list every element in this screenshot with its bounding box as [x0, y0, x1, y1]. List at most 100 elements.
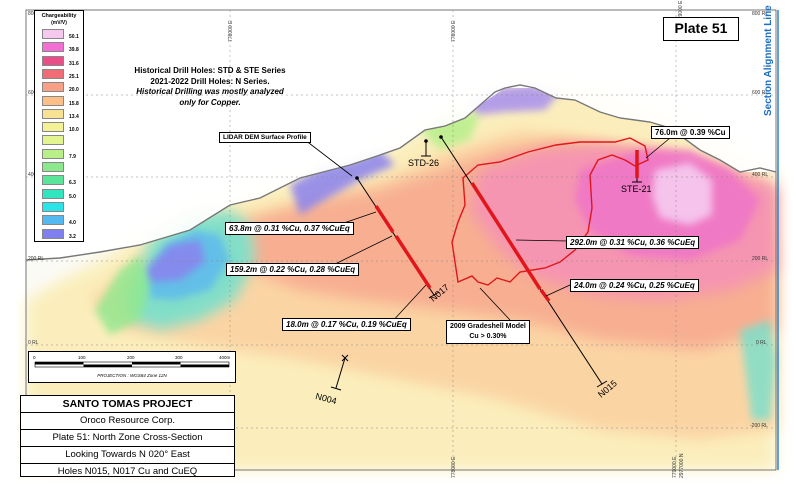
gradeshell-outline: [451, 137, 649, 286]
gradeshell-line-2: Cu > 0.30%: [469, 333, 507, 340]
legend-row: [35, 201, 83, 213]
title-company: Oroco Resource Corp.: [21, 413, 234, 430]
scale-tick-100: 100: [78, 355, 86, 360]
legend-row: 6.3: [35, 175, 83, 186]
title-line-1: Plate 51: North Zone Cross-Section: [21, 430, 234, 447]
scale-bar: 0 100 200 300 400m PROJECTION : WGS84 Zo…: [28, 351, 236, 383]
hole-n004-trace: [335, 357, 346, 389]
callout-n017-2: 159.2m @ 0.22 %Cu, 0.28 %CuEq: [226, 263, 360, 276]
legend-row: 7.9: [35, 148, 83, 160]
rl-right-0: 0 RL: [756, 340, 767, 346]
legend-value: 7.9: [69, 153, 76, 160]
rl-left-200: 200 RL: [28, 256, 45, 262]
easting-bottom-1: 778000 E: [451, 456, 457, 478]
drill-holes: [330, 135, 642, 391]
chargeability-legend: Chargeability (mV/V) 50.1 39.8 31.6 25.1 20.…: [34, 10, 84, 242]
hole-n015-end: [596, 380, 608, 388]
field-green-left: [95, 255, 150, 335]
legend-swatch: [42, 122, 64, 133]
projection-note: PROJECTION : WGS84 Zone 12N: [97, 373, 167, 378]
rl-right-200: 200 RL: [752, 256, 769, 262]
hole-std26-collar: [424, 139, 428, 143]
scale-tick-300: 300: [175, 355, 183, 360]
legend-swatch: [42, 148, 64, 159]
legend-row: 5.0: [35, 188, 83, 200]
sky-cover: [26, 10, 776, 260]
rl-right-600: 600 RL: [752, 90, 769, 96]
legend-row: [35, 162, 83, 173]
field-purple-surface: [290, 150, 395, 215]
legend-swatch: [42, 228, 64, 239]
legend-value: 39.8: [69, 47, 79, 54]
legend-swatch: [42, 162, 64, 172]
title-project: SANTO TOMAS PROJECT: [21, 396, 234, 413]
rl-gridlines: [26, 94, 776, 429]
title-line-2: Looking Towards N 020° East: [21, 447, 234, 464]
legend-row: 25.1: [35, 68, 83, 80]
legend-swatch: [42, 108, 64, 119]
callout-lidar: LIDAR DEM Surface Profile: [219, 132, 311, 143]
legend-row: 39.8: [35, 42, 83, 53]
frame: [25, 9, 777, 471]
legend-value: 15.8: [69, 100, 79, 107]
field-purple-low: [145, 240, 205, 282]
legend-row: 50.1: [35, 29, 83, 40]
legend-row: [35, 135, 83, 146]
callout-ste21: 76.0m @ 0.39 %Cu: [651, 126, 730, 139]
legend-value: 3.2: [69, 233, 76, 240]
notes-line-3: Historical Drilling was mostly analyzed: [136, 87, 284, 96]
legend-swatch: [42, 188, 64, 199]
hole-label-ste21: STE-21: [621, 184, 652, 194]
scale-bar-graphic: [34, 361, 230, 368]
legend-row: 13.4: [35, 108, 83, 120]
northing-bottom: 2977000 N: [679, 453, 685, 478]
legend-unit: (mV/V): [51, 20, 67, 26]
legend-row: 15.8: [35, 95, 83, 107]
notes-line-4: only for Copper.: [179, 97, 241, 107]
legend-value: 6.3: [69, 180, 76, 187]
field-very-high: [652, 163, 712, 225]
callout-gradeshell: 2009 Gradeshell Model Cu > 0.30%: [446, 320, 530, 344]
rl-right-400: 400 RL: [752, 172, 769, 178]
gradeshell-line-1: 2009 Gradeshell Model: [450, 323, 526, 330]
hole-n004-end: [330, 386, 342, 391]
callout-n015-2: 24.0m @ 0.24 %Cu, 0.25 %CuEq: [570, 279, 699, 292]
notes-line-2: 2021-2022 Drill Holes: N Series.: [150, 76, 270, 86]
hole-label-std26: STD-26: [408, 158, 440, 168]
easting-top-2: 778000 E: [451, 20, 457, 42]
legend-value: 20.0: [69, 87, 79, 94]
callout-n017-1: 63.8m @ 0.31 %Cu, 0.37 %CuEq: [225, 222, 354, 235]
legend-title: Chargeability: [41, 13, 77, 19]
legend-row: 31.6: [35, 55, 83, 67]
legend-value: 4.0: [69, 220, 76, 227]
hole-n015-collar: [439, 135, 443, 139]
legend-value: 5.0: [69, 193, 76, 200]
hole-n017-intercept-1: [374, 205, 395, 233]
rl-right-800: 800 RL: [752, 11, 769, 17]
title-line-3: Holes N015, N017 Cu and CuEQ: [57, 466, 198, 477]
easting-bottom-2: 779000 E: [672, 456, 678, 478]
legend-swatch: [42, 29, 64, 39]
scale-tick-400: 400m: [219, 355, 231, 360]
plate-label: Plate 51: [663, 17, 739, 41]
legend-row: 4.0: [35, 215, 83, 226]
easting-top-1: 778000 E: [228, 20, 234, 42]
legend-value: 10.0: [69, 127, 79, 134]
legend-swatch: [42, 135, 64, 146]
legend-swatch: [42, 68, 64, 79]
hole-n015-intercept-2: [539, 288, 551, 303]
hole-n017-intercept-2: [394, 235, 432, 289]
scale-tick-200: 200: [127, 355, 135, 360]
legend-row: 3.2: [35, 228, 83, 240]
legend-swatch: [42, 55, 64, 66]
legend-swatch: [42, 215, 64, 226]
notes-block: Historical Drill Holes: STD & STE Series…: [112, 66, 308, 108]
legend-swatch: [42, 95, 64, 106]
legend-value: 13.4: [69, 113, 79, 120]
hole-n015-intercept-1: [470, 182, 542, 290]
hole-n017-collar: [355, 176, 359, 180]
legend-swatch: [42, 201, 64, 212]
title-block: SANTO TOMAS PROJECT Oroco Resource Corp.…: [20, 395, 235, 477]
hole-n004-collar: [341, 354, 349, 362]
